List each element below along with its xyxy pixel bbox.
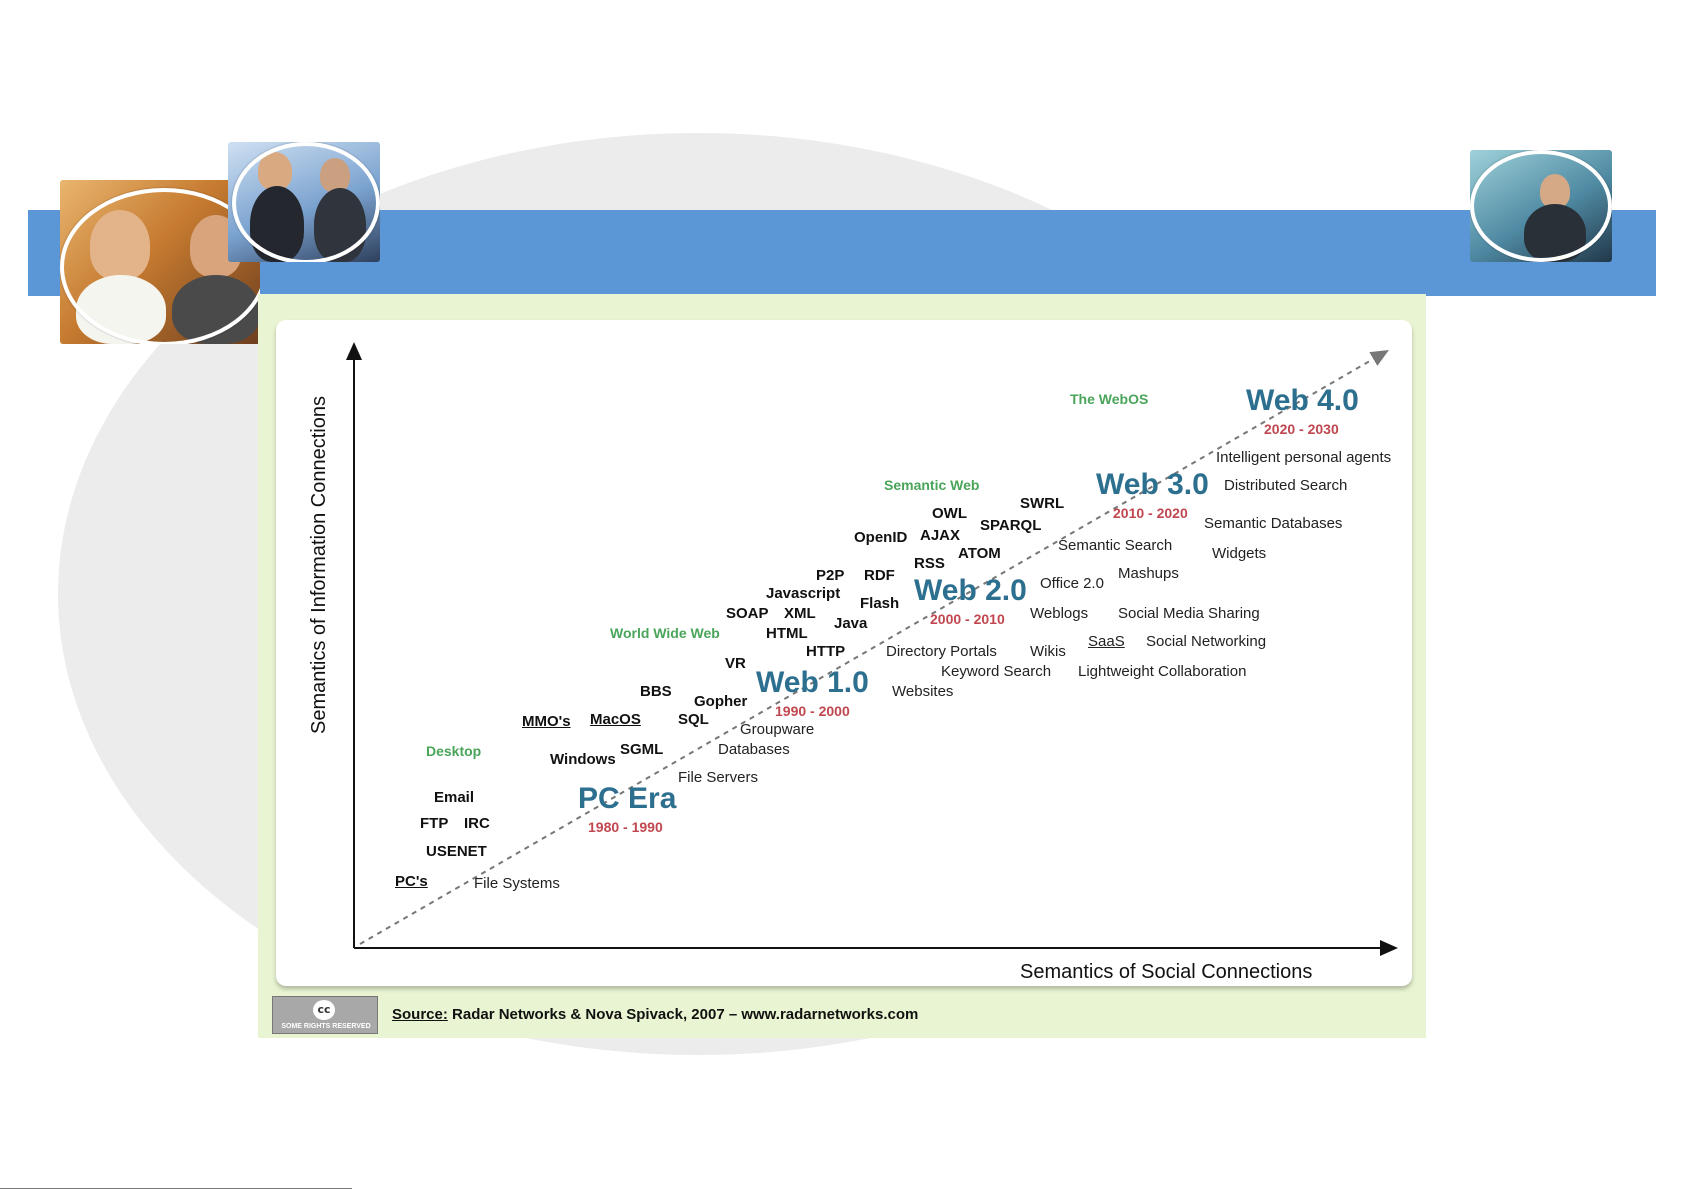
category-desktop: Desktop <box>426 743 482 759</box>
tech-irc: IRC <box>464 815 490 832</box>
era-web1-name: Web 1.0 <box>756 666 869 699</box>
era-pc-name: PC Era <box>578 782 677 815</box>
concept-websites: Websites <box>892 683 954 700</box>
concept-social-networking: Social Networking <box>1146 633 1267 650</box>
tech-vr: VR <box>725 655 746 672</box>
tech-rdf: RDF <box>864 567 895 584</box>
tech-soap: SOAP <box>726 605 769 622</box>
category-semantic-web: Semantic Web <box>884 477 980 493</box>
tech-rss: RSS <box>914 555 945 572</box>
category-the-webos: The WebOS <box>1070 391 1149 407</box>
era-web4-years: 2020 - 2030 <box>1264 421 1339 437</box>
concept-widgets: Widgets <box>1212 545 1267 562</box>
tech-http: HTTP <box>806 643 846 660</box>
concept-databases: Databases <box>718 741 790 758</box>
cc-license-text: SOME RIGHTS RESERVED <box>281 1023 371 1030</box>
tech-macos: MacOS <box>590 711 641 728</box>
tech-usenet: USENET <box>426 843 487 860</box>
concept-mashups: Mashups <box>1118 565 1179 582</box>
era-web2-name: Web 2.0 <box>914 574 1027 607</box>
diagram-panel <box>276 320 1412 986</box>
era-web4-name: Web 4.0 <box>1246 384 1359 417</box>
tech-pcs: PC's <box>395 873 428 890</box>
tech-java: Java <box>834 615 868 632</box>
tech-ajax: AJAX <box>920 527 961 544</box>
concept-weblogs: Weblogs <box>1030 605 1089 622</box>
y-axis-label: Semantics of Information Connections <box>308 396 330 734</box>
tech-p2p: P2P <box>816 567 845 584</box>
concept-directory-portals: Directory Portals <box>886 643 997 660</box>
era-web3-name: Web 3.0 <box>1096 468 1209 501</box>
source-value: Radar Networks & Nova Spivack, 2007 – ww… <box>447 1006 919 1023</box>
concept-lightweight-collaboration: Lightweight Collaboration <box>1078 663 1247 680</box>
tech-xml: XML <box>784 605 816 622</box>
concept-file-servers: File Servers <box>678 769 759 786</box>
tech-owl: OWL <box>932 505 967 522</box>
era-web2-years: 2000 - 2010 <box>930 611 1005 627</box>
tech-javascript: Javascript <box>766 585 841 602</box>
concept-office-20: Office 2.0 <box>1040 575 1104 592</box>
source-label: Source: <box>392 1006 448 1023</box>
tech-html: HTML <box>766 625 808 642</box>
tech-openid: OpenID <box>854 529 908 546</box>
photo-businessman-desk <box>1470 150 1612 262</box>
concept-intelligent-personal-agents: Intelligent personal agents <box>1216 449 1392 466</box>
photo-frame-ring <box>1470 150 1612 262</box>
concept-groupware: Groupware <box>740 721 815 738</box>
tech-email: Email <box>434 789 475 806</box>
tech-sgml: SGML <box>620 741 664 758</box>
tech-atom: ATOM <box>958 545 1001 562</box>
era-pc-years: 1980 - 1990 <box>588 819 663 835</box>
creative-commons-badge[interactable]: cc SOME RIGHTS RESERVED <box>272 996 378 1034</box>
source-row: cc SOME RIGHTS RESERVED Source: Radar Ne… <box>272 996 1412 1034</box>
tech-sparql: SPARQL <box>980 517 1042 534</box>
category-world-wide-web: World Wide Web <box>610 625 720 641</box>
concept-distributed-search: Distributed Search <box>1224 477 1348 494</box>
web-evolution-diagram: Semantics of Information Connections Sem… <box>258 294 1426 1038</box>
tech-flash: Flash <box>860 595 900 612</box>
footer-divider <box>0 1188 352 1189</box>
tech-bbs: BBS <box>640 683 672 700</box>
tech-windows: Windows <box>550 751 616 768</box>
concept-keyword-search: Keyword Search <box>941 663 1052 680</box>
concept-semantic-databases: Semantic Databases <box>1204 515 1343 532</box>
tech-swrl: SWRL <box>1020 495 1065 512</box>
source-citation: Source: Radar Networks & Nova Spivack, 2… <box>392 1006 918 1023</box>
tech-ftp: FTP <box>420 815 449 832</box>
tech-sql: SQL <box>678 711 709 728</box>
tech-gopher: Gopher <box>694 693 748 710</box>
era-web1-years: 1990 - 2000 <box>775 703 850 719</box>
x-axis-label: Semantics of Social Connections <box>1020 961 1313 983</box>
photo-frame-ring <box>232 142 380 262</box>
concept-semantic-search: Semantic Search <box>1058 537 1173 554</box>
photo-handshake <box>228 142 380 262</box>
concept-file-systems: File Systems <box>474 875 560 892</box>
era-web3-years: 2010 - 2020 <box>1113 505 1188 521</box>
tech-mmos: MMO's <box>522 713 571 730</box>
concept-wikis: Wikis <box>1030 643 1066 660</box>
diagram-axes <box>346 342 1398 956</box>
cc-icon: cc <box>313 1000 335 1020</box>
concept-saas: SaaS <box>1088 633 1125 650</box>
concept-social-media-sharing: Social Media Sharing <box>1118 605 1260 622</box>
photo-frame-ring <box>60 188 260 344</box>
trend-arrow <box>359 350 1389 945</box>
